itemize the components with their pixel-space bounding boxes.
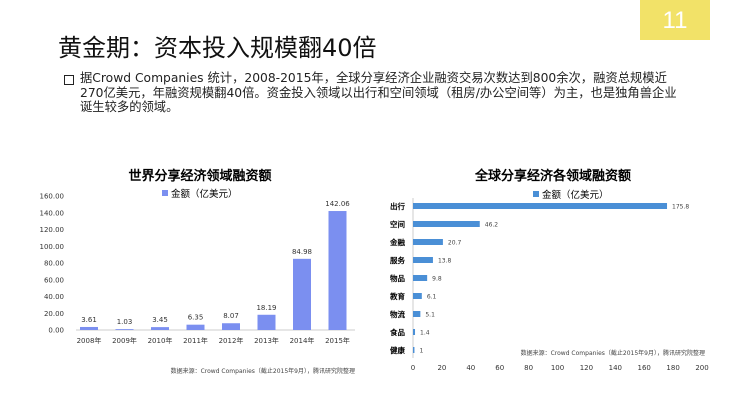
- slide-title: 黄金期：资本投入规模翻40倍: [58, 34, 377, 62]
- y-tick-label: 20.00: [44, 310, 64, 318]
- page-number-badge: 11: [640, 0, 710, 40]
- bar-2015年: [328, 211, 347, 330]
- chart-title: 世界分享经济领域融资额: [128, 168, 271, 184]
- y-tick-label: 0.00: [48, 327, 64, 335]
- data-label: 142.06: [325, 200, 350, 208]
- x-tick-label: 2011年: [183, 336, 208, 345]
- y-tick-label: 120.00: [40, 226, 65, 234]
- y-tick-label: 140.00: [40, 209, 65, 217]
- bar-2014年: [293, 258, 311, 330]
- data-label: 1.03: [117, 318, 133, 326]
- x-tick-label: 2014年: [290, 336, 315, 345]
- data-label: 84.98: [292, 248, 312, 256]
- y-tick-label: 160.00: [40, 193, 65, 201]
- bullet-square-icon: [64, 75, 74, 85]
- body-paragraph: 据Crowd Companies 统计，2008-2015年，全球分享经济企业融…: [80, 71, 677, 114]
- x-tick-label: 2012年: [219, 336, 244, 345]
- data-label: 3.45: [152, 316, 168, 324]
- x-tick-label: 2015年: [325, 336, 350, 345]
- bar-2008年: [80, 326, 98, 330]
- bar-2011年: [186, 324, 205, 330]
- source-note: 数据来源：Crowd Companies（截止2015年9月），腾讯研究院整理: [171, 367, 355, 375]
- bar-2010年: [151, 327, 169, 330]
- legend-label: 金额（亿美元）: [171, 188, 238, 200]
- x-tick-label: 2009年: [112, 336, 137, 345]
- data-label: 18.19: [256, 304, 276, 312]
- data-label: 3.61: [81, 316, 97, 324]
- legend-swatch: [162, 190, 168, 196]
- x-tick-label: 2010年: [148, 336, 173, 345]
- y-tick-label: 80.00: [44, 260, 64, 268]
- y-tick-label: 100.00: [40, 243, 65, 251]
- bar-2009年: [115, 329, 134, 330]
- bar-2013年: [257, 314, 276, 330]
- y-tick-label: 40.00: [44, 293, 64, 301]
- data-label: 6.35: [188, 314, 204, 322]
- x-tick-label: 2013年: [254, 336, 279, 345]
- data-label: 8.07: [223, 312, 239, 320]
- x-tick-label: 2008年: [77, 336, 102, 345]
- bar-2012年: [222, 323, 240, 330]
- y-tick-label: 60.00: [44, 276, 64, 284]
